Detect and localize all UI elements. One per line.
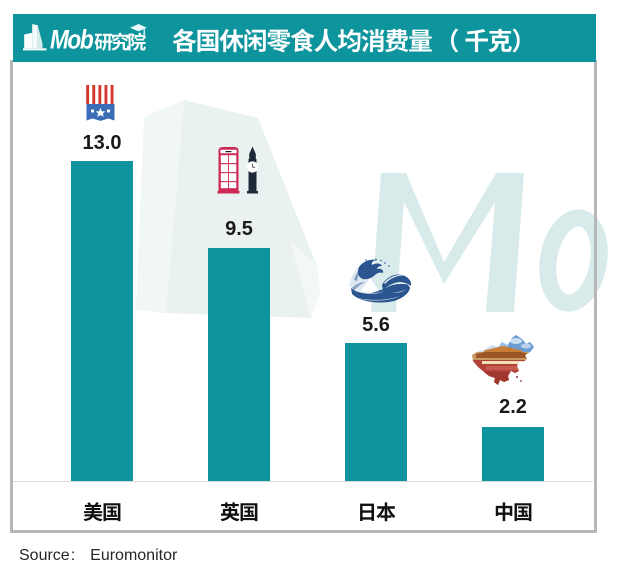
svg-text:Mob: Mob	[50, 27, 94, 51]
